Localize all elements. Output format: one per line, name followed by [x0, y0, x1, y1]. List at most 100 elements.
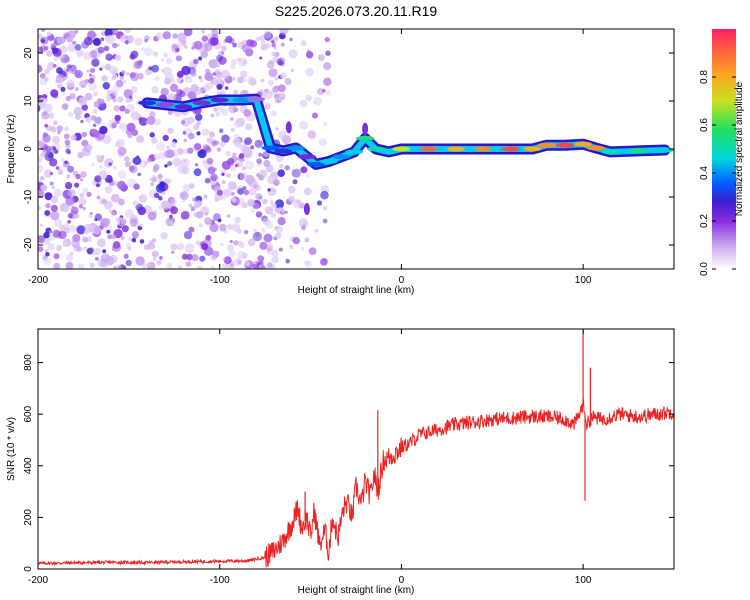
spectrogram-noise-point	[205, 68, 211, 74]
spectrogram-noise-point	[241, 202, 248, 209]
spectrogram-noise-point	[92, 37, 101, 46]
spectrogram-noise-point	[44, 123, 48, 128]
spectrogram-noise-point	[260, 78, 265, 83]
spectrogram-noise-point	[304, 260, 313, 269]
spectrogram-noise-point	[43, 169, 53, 178]
spectrogram-noise-point	[194, 163, 199, 167]
spectrogram-noise-point	[230, 127, 235, 132]
spectrogram-noise-point	[170, 243, 178, 251]
spectrogram-noise-point	[56, 125, 64, 132]
spectrogram-noise-point	[50, 195, 59, 204]
spectrogram-noise-point	[244, 261, 251, 267]
spectrogram-noise-point	[256, 193, 262, 199]
spectrogram-noise-point	[141, 47, 145, 51]
ridge-point	[156, 102, 175, 108]
spectrogram-noise-point	[218, 128, 224, 134]
spectrogram-noise-point	[238, 240, 243, 245]
spectrogram-noise-point	[171, 198, 177, 205]
ridge-point	[392, 146, 411, 152]
spectrogram-noise-point	[203, 42, 213, 52]
spectrogram-noise-point	[64, 126, 70, 132]
spectrogram-noise-point	[210, 254, 217, 261]
spectrogram-noise-point	[52, 229, 61, 238]
spectrogram-noise-point	[319, 56, 324, 62]
spectrogram-noise-point	[129, 72, 136, 79]
spectrogram-noise-point	[78, 197, 87, 206]
spectrogram-noise-point	[188, 183, 195, 189]
spectrogram-noise-point	[117, 96, 124, 103]
spectrogram-noise-point	[124, 40, 129, 45]
spectrogram-noise-point	[124, 29, 132, 34]
spectrogram-noise-point	[51, 125, 56, 130]
spectrogram-noise-point	[113, 105, 120, 112]
spectrogram-noise-point	[214, 198, 219, 202]
spectrogram-noise-point	[274, 199, 285, 209]
snr-y-ticks: 0 200 400 600 800	[23, 354, 674, 572]
spectrogram-noise-point	[151, 238, 157, 243]
spectrogram-noise-point	[132, 200, 139, 207]
spectrogram-noise-point	[303, 187, 312, 196]
spectrogram-noise-point	[101, 75, 108, 82]
spectrogram-noise-point	[181, 120, 186, 125]
spectrogram-noise-point	[169, 78, 176, 85]
spectrogram-noise-point	[117, 146, 127, 156]
spectrogram-noise-point	[198, 75, 202, 80]
spectrogram-noise-point	[168, 219, 174, 225]
spectrogram-noise-point	[135, 256, 145, 266]
spectrogram-noise-point	[323, 121, 328, 126]
spectrogram-noise-point	[220, 51, 224, 55]
spectrogram-noise-point	[83, 51, 92, 60]
spectrogram-noise-point	[305, 67, 314, 77]
spectrogram-noise-point	[123, 253, 129, 259]
spectrogram-noise-point	[233, 257, 242, 267]
spectrogram-noise-point	[288, 195, 295, 203]
spectrogram-noise-point	[253, 228, 257, 232]
spectrogram-noise-point	[260, 265, 266, 269]
spectrogram-noise-point	[195, 113, 203, 121]
ridge-point	[574, 141, 593, 147]
spectrogram-noise-point	[237, 76, 245, 84]
spectrogram-noise-point	[266, 33, 271, 38]
spectrogram-x-tick-label: -100	[210, 275, 230, 286]
spectrogram-noise-point	[162, 191, 166, 196]
ridge-point	[287, 145, 305, 151]
spectrogram-noise-point	[77, 246, 83, 252]
spectrogram-noise-point	[107, 234, 113, 240]
spectrogram-noise-point	[232, 152, 237, 157]
spectrogram-noise-point	[46, 63, 54, 71]
spectrogram-noise-point	[118, 198, 125, 206]
spectrogram-noise-point	[96, 195, 101, 200]
spectrogram-noise-point	[288, 49, 298, 59]
spectrogram-noise-point	[94, 256, 99, 261]
spectrogram-noise-point	[87, 30, 96, 40]
spectrogram-noise-point	[320, 258, 328, 266]
spectrogram-noise-point	[104, 218, 111, 225]
spectrogram-noise-point	[212, 72, 217, 76]
spectrogram-noise-point	[66, 36, 73, 43]
spectrogram-noise-point	[222, 257, 226, 261]
spectrogram-noise-point	[61, 103, 69, 110]
spectrogram-noise-point	[102, 82, 111, 90]
spectrogram-noise-point	[116, 43, 120, 47]
spectrogram-noise-point	[277, 217, 286, 226]
spectrogram-noise-point	[66, 174, 71, 179]
spectrogram-noise-point	[247, 238, 256, 247]
ridge-flare	[362, 122, 369, 135]
spectrogram-noise-point	[115, 79, 124, 88]
spectrogram-noise-point	[227, 158, 235, 166]
spectrogram-noise-point	[85, 79, 89, 83]
spectrogram-noise-point	[53, 262, 61, 269]
spectrogram-noise-point	[204, 146, 212, 154]
spectrogram-noise-point	[313, 96, 323, 106]
spectrogram-noise-point	[227, 244, 234, 252]
spectrogram-noise-point	[206, 157, 214, 165]
spectrogram-noise-point	[273, 46, 277, 50]
spectrogram-noise-point	[149, 111, 156, 118]
spectrogram-noise-point	[79, 192, 85, 198]
spectrogram-noise-point	[250, 207, 256, 213]
spectrogram-noise-point	[191, 254, 199, 262]
spectrogram-noise-point	[82, 187, 89, 194]
spectrogram-noise-point	[188, 226, 195, 233]
spectrogram-noise-point	[184, 75, 193, 84]
